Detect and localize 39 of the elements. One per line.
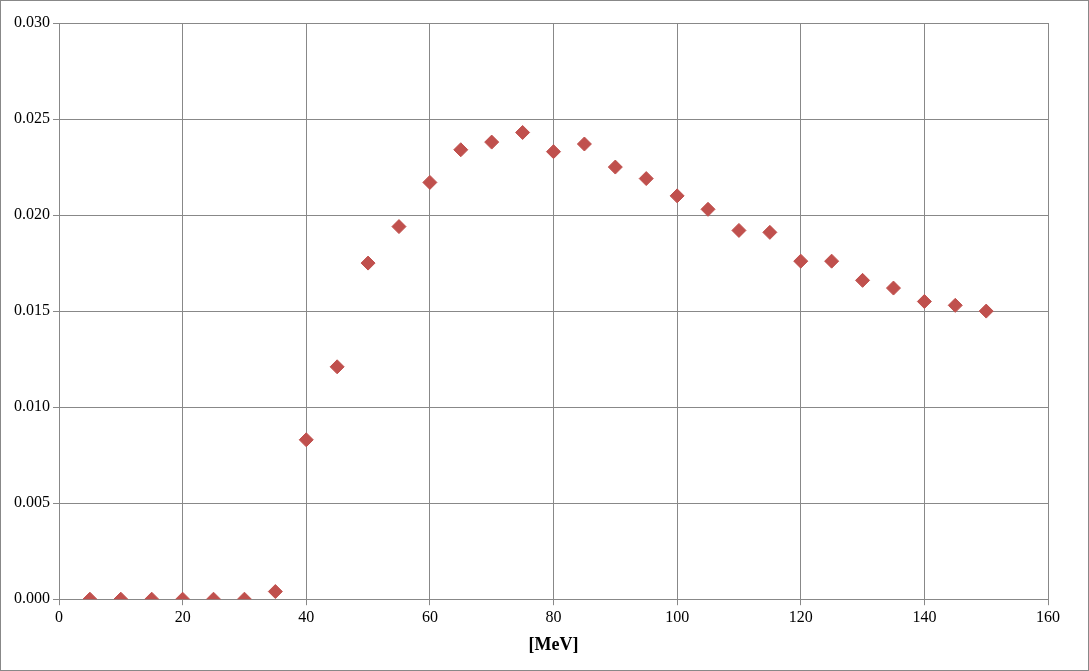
point <box>360 255 376 271</box>
x-tick-label: 60 <box>421 608 438 625</box>
point <box>329 359 345 375</box>
point <box>607 159 623 175</box>
x-tick-label: 40 <box>298 608 315 625</box>
point <box>731 222 747 238</box>
point <box>793 253 809 269</box>
point <box>638 171 654 187</box>
point <box>916 294 932 309</box>
point <box>422 174 438 190</box>
y-tick-label: 0.005 <box>14 493 50 511</box>
y-tick-label: 0.025 <box>14 109 50 127</box>
y-tick-label: 0.030 <box>14 13 50 31</box>
point <box>391 219 407 235</box>
point <box>515 124 531 140</box>
point <box>669 188 685 204</box>
x-tick-label: 80 <box>545 608 562 625</box>
y-tick-label: 0.015 <box>14 301 50 319</box>
point <box>855 272 871 288</box>
point <box>576 136 592 152</box>
x-tick-label: 120 <box>788 608 813 625</box>
point <box>824 253 840 269</box>
x-tick-label: 100 <box>665 608 690 625</box>
point <box>546 144 561 160</box>
x-tick-label: 160 <box>1036 608 1060 625</box>
point <box>947 297 963 313</box>
point <box>885 280 901 296</box>
x-tick-label: 0 <box>55 608 63 625</box>
x-tick-label: 20 <box>174 608 191 625</box>
point <box>978 303 994 319</box>
point <box>453 142 469 158</box>
point <box>762 224 778 240</box>
point <box>700 201 716 217</box>
y-tick-label: 0.020 <box>14 205 50 223</box>
x-axis-title: [MeV] <box>528 633 579 654</box>
y-tick-label: 0.000 <box>14 589 50 607</box>
point <box>484 134 500 150</box>
y-tick-label: 0.010 <box>14 397 50 415</box>
x-tick-label: 140 <box>912 608 937 625</box>
